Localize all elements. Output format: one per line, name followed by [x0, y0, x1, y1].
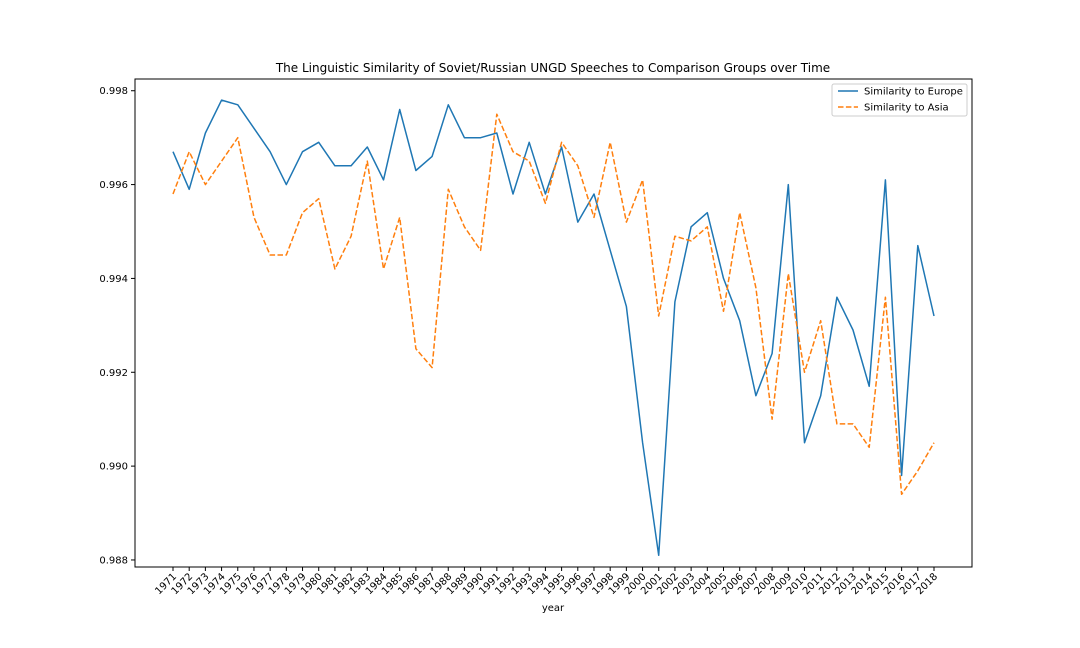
- legend: Similarity to Europe Similarity to Asia: [831, 83, 968, 117]
- y-tick-label: 0.994: [99, 274, 128, 285]
- y-tick-label: 0.988: [99, 555, 128, 566]
- series-line-europe: [172, 99, 935, 557]
- y-axis: 0.988 0.990 0.992 0.994 0.996 0.998: [99, 86, 135, 566]
- x-axis-label: year: [542, 603, 565, 614]
- chart-title: The Linguistic Similarity of Soviet/Russ…: [275, 61, 830, 75]
- y-tick-label: 0.992: [99, 368, 128, 379]
- legend-label-asia: Similarity to Asia: [864, 103, 949, 114]
- legend-label-europe: Similarity to Europe: [864, 87, 963, 98]
- plot-frame: [134, 78, 973, 568]
- legend-box: [831, 83, 968, 117]
- series-layer: [172, 99, 935, 557]
- y-tick-label: 0.990: [99, 462, 128, 473]
- y-tick-label: 0.998: [99, 86, 128, 97]
- y-tick-label: 0.996: [99, 180, 128, 191]
- series-line-asia: [172, 113, 935, 496]
- x-axis: 1971197219731974197519761977197819791980…: [153, 567, 940, 597]
